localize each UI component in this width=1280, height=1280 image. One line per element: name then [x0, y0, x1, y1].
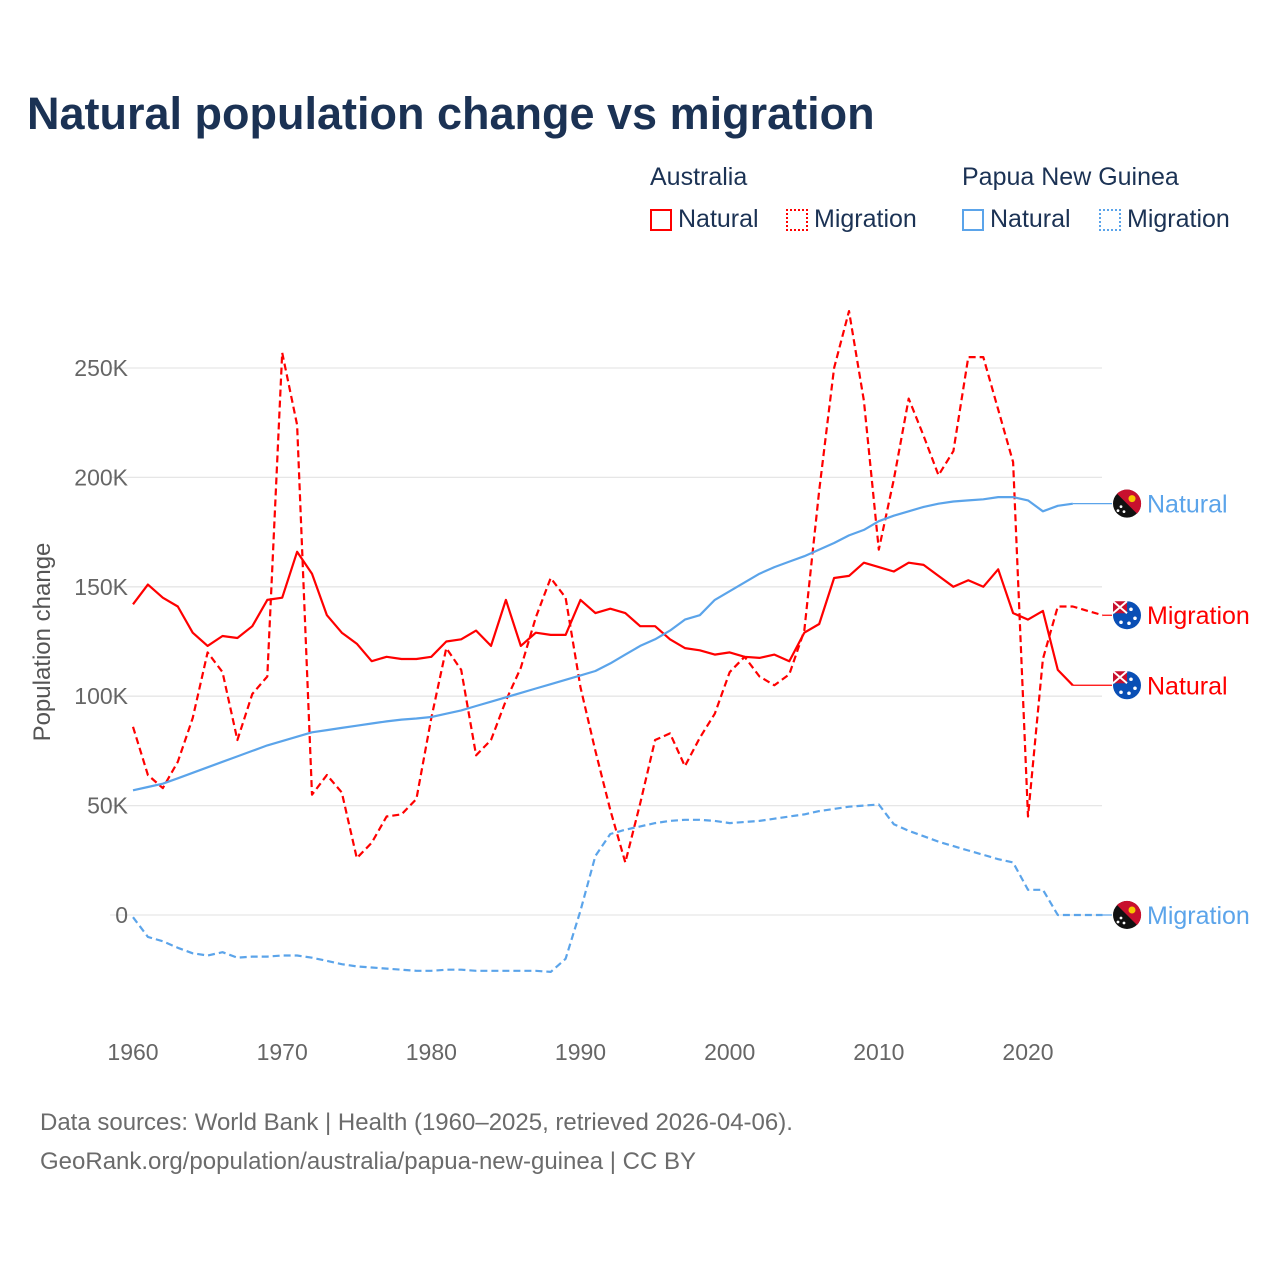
legend-label: Natural — [678, 205, 759, 233]
x-tick-label: 2010 — [853, 1039, 904, 1065]
legend-item-png-migration[interactable]: Migration — [1099, 205, 1230, 234]
flag-star — [1127, 691, 1131, 696]
chart-title: Natural population change vs migration — [27, 88, 875, 139]
flag-star — [1129, 677, 1133, 682]
flag-red — [1117, 900, 1142, 925]
end-label: Natural — [1147, 491, 1228, 519]
y-tick-label: 250K — [74, 355, 128, 381]
flag-star — [1129, 607, 1133, 612]
solid-swatch-icon — [962, 208, 984, 231]
flag-star — [1122, 510, 1126, 514]
series-line-papua-new-guinea-natural — [132, 496, 1073, 792]
legend-group-title: Papua New Guinea — [962, 163, 1179, 191]
papua-new-guinea-flag-icon — [1113, 489, 1142, 518]
australia-flag-icon — [1112, 600, 1141, 630]
x-tick-label: 1970 — [257, 1039, 308, 1065]
papua-new-guinea-flag-icon — [1113, 900, 1142, 929]
flag-star — [1127, 621, 1131, 626]
x-tick-label: 1960 — [107, 1039, 158, 1065]
footer-sources: Data sources: World Bank | Health (1960–… — [40, 1109, 793, 1136]
legend-item-australia-migration[interactable]: Migration — [786, 205, 917, 234]
legend-item-png-natural[interactable]: Natural — [962, 205, 1071, 234]
footer-attribution[interactable]: GeoRank.org/population/australia/papua-n… — [40, 1148, 696, 1175]
legend-label: Migration — [1127, 205, 1230, 233]
y-tick-label: 200K — [74, 464, 128, 490]
flag-cross — [1112, 600, 1128, 615]
y-tick-label: 100K — [74, 683, 128, 709]
flag-star — [1116, 920, 1120, 924]
flag-star — [1122, 921, 1126, 925]
legend-label: Migration — [814, 205, 917, 233]
end-label: Migration — [1147, 602, 1250, 630]
x-tick-label: 2020 — [1002, 1039, 1053, 1065]
australia-flag-icon — [1112, 670, 1141, 700]
legend-item-australia-natural[interactable]: Natural — [650, 205, 759, 234]
solid-swatch-icon — [650, 208, 672, 231]
series-line-australia-migration — [131, 310, 1103, 864]
y-tick-label: 0 — [115, 902, 128, 928]
flag-star — [1119, 620, 1123, 625]
x-tick-label: 1990 — [555, 1039, 606, 1065]
series-line-australia-natural — [132, 550, 1074, 687]
end-label: Natural — [1147, 672, 1228, 700]
flag-red — [1117, 489, 1142, 514]
flag-star — [1133, 686, 1137, 691]
flag-cross — [1112, 670, 1128, 685]
flag-star — [1119, 916, 1123, 920]
flag-bird — [1128, 906, 1136, 914]
legend-group-title: Australia — [650, 163, 748, 191]
series-line-papua-new-guinea-migration — [132, 803, 1103, 973]
end-label: Migration — [1147, 902, 1250, 930]
flag-star — [1119, 690, 1123, 695]
legend-label: Natural — [990, 205, 1071, 233]
flag-bird — [1128, 495, 1136, 503]
dotted-swatch-icon — [1099, 208, 1121, 231]
x-tick-label: 2000 — [704, 1039, 755, 1065]
flag-star — [1116, 509, 1120, 513]
y-axis-label: Population change — [29, 543, 56, 742]
dotted-swatch-icon — [786, 208, 808, 231]
y-tick-label: 150K — [74, 574, 128, 600]
x-tick-label: 1980 — [406, 1039, 457, 1065]
flag-star — [1119, 505, 1123, 509]
flag-star — [1133, 616, 1137, 621]
y-tick-label: 50K — [87, 793, 129, 819]
